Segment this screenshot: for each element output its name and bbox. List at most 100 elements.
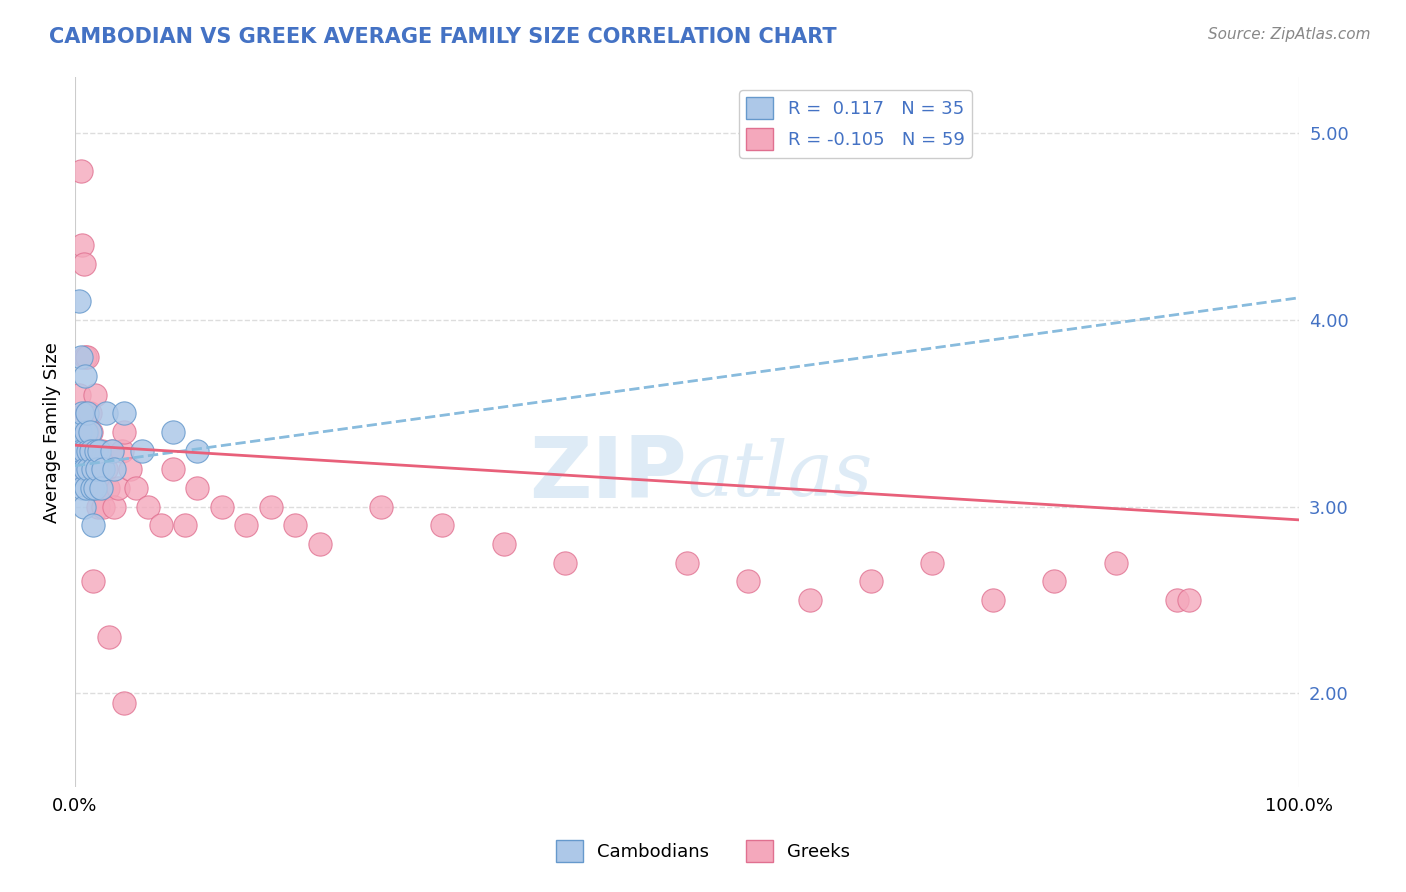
Point (138, 500, 160, 514)
Point (72, 238, 94, 252)
Point (90, 481, 112, 495)
Point (162, 462, 184, 476)
Point (77, 443, 100, 458)
Point (107, 481, 129, 495)
Point (284, 518, 307, 533)
Point (67, 388, 90, 402)
Point (82, 443, 104, 458)
Point (737, 574, 759, 589)
Point (72, 500, 94, 514)
Point (103, 500, 125, 514)
Point (100, 443, 122, 458)
Point (149, 518, 172, 533)
Point (492, 537, 515, 551)
Point (73, 462, 96, 476)
Point (83, 388, 105, 402)
Point (112, 696, 135, 710)
Point (91, 462, 114, 476)
Point (89, 462, 111, 476)
Point (67, 294, 90, 309)
Point (120, 462, 142, 476)
Point (260, 500, 283, 514)
Text: Source: ZipAtlas.com: Source: ZipAtlas.com (1208, 27, 1371, 42)
Point (73, 351, 96, 365)
Point (70, 351, 93, 365)
Text: CAMBODIAN VS GREEK AVERAGE FAMILY SIZE CORRELATION CHART: CAMBODIAN VS GREEK AVERAGE FAMILY SIZE C… (49, 27, 837, 46)
Point (75, 481, 97, 495)
Point (98, 631, 121, 645)
Point (211, 500, 233, 514)
Point (94, 462, 117, 476)
Point (100, 443, 122, 458)
Point (66, 443, 89, 458)
Point (89, 443, 111, 458)
Point (72, 257, 94, 271)
Point (676, 556, 699, 570)
Y-axis label: Average Family Size: Average Family Size (44, 342, 60, 523)
Point (131, 443, 153, 458)
Point (82, 462, 104, 476)
Point (1166, 593, 1188, 607)
Point (79, 425, 101, 439)
Point (69, 462, 91, 476)
Point (73, 369, 96, 384)
Legend: R =  0.117   N = 35, R = -0.105   N = 59: R = 0.117 N = 35, R = -0.105 N = 59 (740, 90, 972, 158)
Point (309, 537, 332, 551)
Point (103, 462, 125, 476)
Point (87, 500, 110, 514)
Point (84, 481, 107, 495)
Point (554, 556, 576, 570)
Point (82, 481, 104, 495)
Point (84, 443, 107, 458)
Point (370, 500, 392, 514)
Point (97, 481, 120, 495)
Point (186, 443, 208, 458)
Point (76, 425, 98, 439)
Point (186, 481, 208, 495)
Point (72, 481, 94, 495)
Point (70, 443, 93, 458)
Point (82, 574, 104, 589)
Text: atlas: atlas (688, 438, 873, 512)
Point (83, 481, 105, 495)
Point (859, 574, 882, 589)
Point (432, 518, 454, 533)
Point (235, 518, 257, 533)
Point (76, 351, 98, 365)
Point (799, 593, 821, 607)
Point (75, 407, 97, 421)
Legend: Cambodians, Greeks: Cambodians, Greeks (548, 833, 858, 870)
Point (112, 407, 135, 421)
Point (67, 462, 90, 476)
Point (77, 462, 100, 476)
Point (162, 425, 184, 439)
Point (921, 556, 943, 570)
Point (82, 462, 104, 476)
Point (1178, 593, 1201, 607)
Point (72, 407, 94, 421)
Point (94, 407, 117, 421)
Point (69, 425, 91, 439)
Point (76, 407, 98, 421)
Text: ZIP: ZIP (530, 434, 688, 516)
Point (82, 518, 104, 533)
Point (86, 443, 108, 458)
Point (1043, 574, 1066, 589)
Point (125, 481, 148, 495)
Point (77, 443, 100, 458)
Point (112, 425, 135, 439)
Point (110, 443, 132, 458)
Point (90, 481, 112, 495)
Point (75, 425, 97, 439)
Point (75, 443, 97, 458)
Point (91, 500, 114, 514)
Point (86, 462, 108, 476)
Point (981, 593, 1004, 607)
Point (72, 443, 94, 458)
Point (79, 407, 101, 421)
Point (1105, 556, 1128, 570)
Point (80, 425, 103, 439)
Point (174, 518, 197, 533)
Point (80, 443, 103, 458)
Point (91, 443, 114, 458)
